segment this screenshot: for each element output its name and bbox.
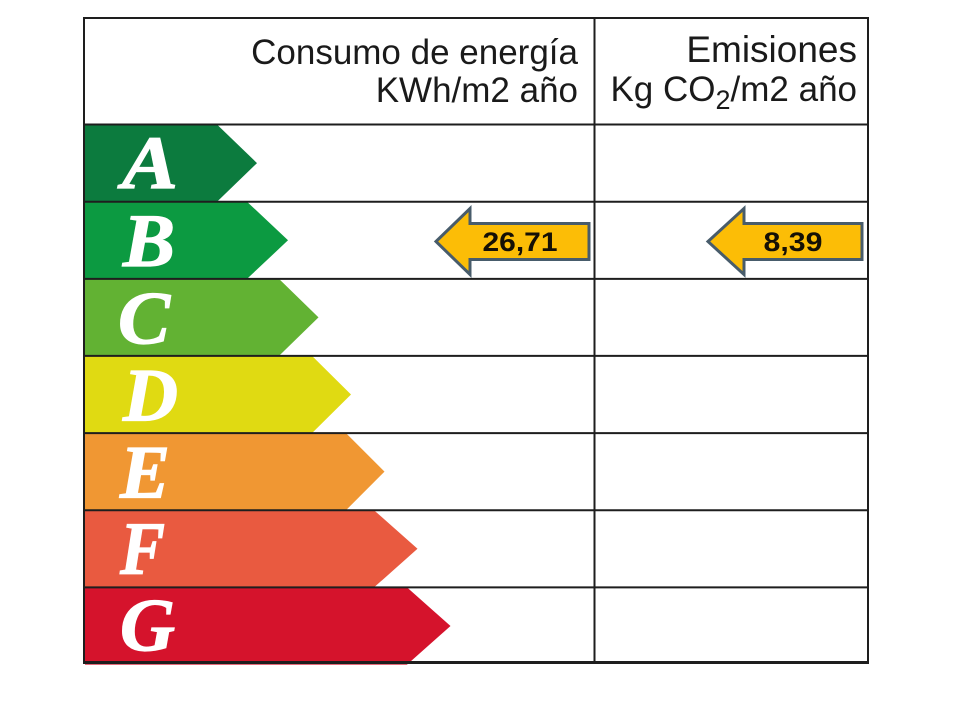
svg-text:F: F xyxy=(119,508,165,591)
svg-text:A: A xyxy=(118,122,178,205)
svg-text:D: D xyxy=(122,354,178,437)
svg-text:26,71: 26,71 xyxy=(483,227,558,257)
svg-text:Emisiones: Emisiones xyxy=(686,29,857,70)
svg-text:Kg CO2/m2 año: Kg CO2/m2 año xyxy=(610,70,857,115)
svg-text:KWh/m2 año: KWh/m2 año xyxy=(376,71,578,110)
svg-text:E: E xyxy=(119,431,170,514)
svg-text:B: B xyxy=(122,200,175,283)
svg-text:Consumo de energía: Consumo de energía xyxy=(251,33,578,72)
svg-text:C: C xyxy=(118,277,171,360)
svg-text:8,39: 8,39 xyxy=(764,227,823,257)
svg-text:G: G xyxy=(120,585,175,668)
